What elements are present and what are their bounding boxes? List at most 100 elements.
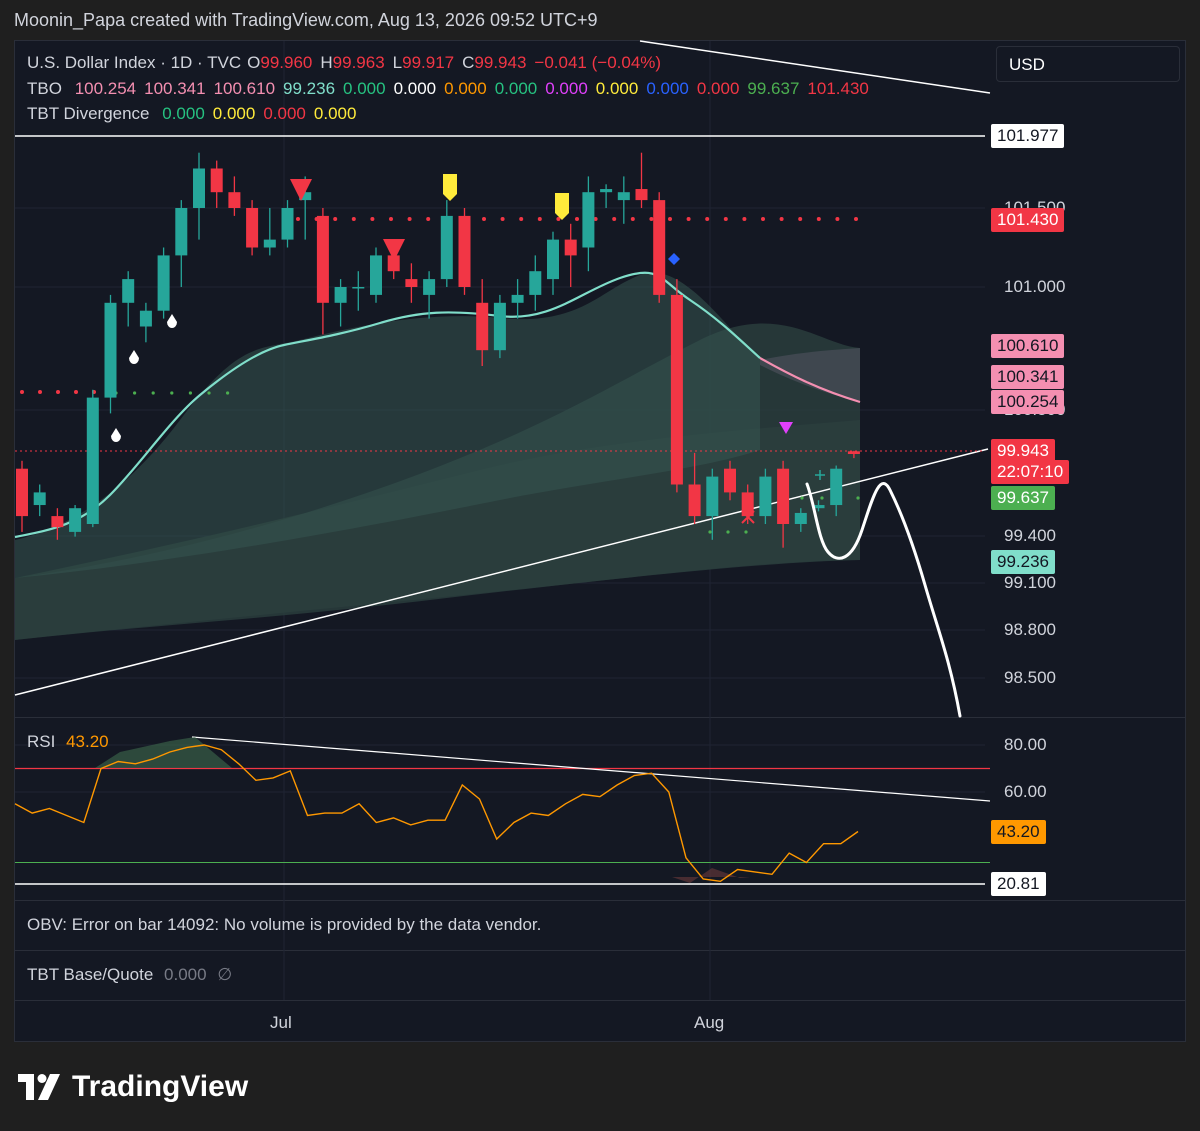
candle-body xyxy=(670,294,683,485)
resistance-dot xyxy=(779,217,784,221)
candle-body xyxy=(724,468,736,493)
divergence-value-2: 0.000 xyxy=(263,104,306,123)
pane-separator[interactable] xyxy=(15,900,1185,901)
symbol-info[interactable]: U.S. Dollar Index · 1D · TVC xyxy=(27,53,242,72)
divergence-marker-icon xyxy=(779,422,793,434)
candle-body xyxy=(812,505,825,509)
support-dot xyxy=(151,391,155,395)
candle-body xyxy=(316,215,329,303)
candle-body xyxy=(139,310,152,327)
tbo-value-13: 101.430 xyxy=(807,79,869,98)
candle-body xyxy=(51,516,64,528)
resistance-dot xyxy=(500,217,505,221)
white-signal-icon xyxy=(167,314,177,328)
candle-body xyxy=(86,397,99,524)
rsi-label[interactable]: RSI xyxy=(27,732,56,751)
tbo-value-11: 0.000 xyxy=(696,79,740,98)
resistance-dot xyxy=(686,217,691,221)
candle-body xyxy=(617,192,630,201)
price-tick-101.000: 101.000 xyxy=(1004,277,1066,296)
white-signal-icon xyxy=(111,428,121,442)
falling-trendline xyxy=(639,40,991,94)
candle-body xyxy=(794,512,807,524)
tbo-value-4: 0.000 xyxy=(343,79,386,98)
resistance-dot xyxy=(519,217,524,221)
resistance-dot xyxy=(649,217,654,221)
candle-body xyxy=(653,200,666,295)
resistance-dot xyxy=(407,217,412,221)
candle-body xyxy=(33,492,46,506)
candle-body xyxy=(741,492,754,517)
blue-diamond-icon xyxy=(668,253,680,265)
base-quote-label[interactable]: TBT Base/Quote xyxy=(27,965,154,984)
candle-body xyxy=(246,208,259,248)
candle-body xyxy=(547,239,559,280)
pane-separator[interactable] xyxy=(15,1000,1185,1001)
price-tick-99.100: 99.100 xyxy=(1004,573,1056,592)
change-value: −0.041 (−0.04%) xyxy=(534,53,662,72)
cloud-band-inner xyxy=(15,272,760,578)
resistance-dot xyxy=(74,390,78,394)
candle-body xyxy=(688,484,701,517)
tbo-value-6: 0.000 xyxy=(444,79,487,98)
low-label: L xyxy=(392,53,403,72)
support-dot xyxy=(800,496,804,500)
tbo-value-7: 0.000 xyxy=(494,79,538,98)
tbo-value-5: 0.000 xyxy=(393,79,437,98)
high-value: 99.963 xyxy=(332,53,385,72)
candle-body xyxy=(476,302,489,351)
price-tick-99.400: 99.400 xyxy=(1004,526,1056,545)
time-axis-aug: Aug xyxy=(694,1013,725,1032)
obv-error-text: OBV: Error on bar 14092: No volume is pr… xyxy=(27,915,542,934)
empty-set-icon: ∅ xyxy=(217,965,233,984)
candle-body xyxy=(175,208,188,256)
candle-body xyxy=(600,189,613,193)
currency-button[interactable]: USD xyxy=(996,46,1180,82)
price-badge-99.943: 99.943 xyxy=(991,439,1055,463)
high-label: H xyxy=(320,53,333,72)
candle-body xyxy=(228,192,241,208)
candle-body xyxy=(511,294,524,303)
price-badge-100.254: 100.254 xyxy=(991,390,1065,414)
resistance-dot xyxy=(723,217,728,221)
candle-body xyxy=(564,239,577,256)
rsi-overbought-fill xyxy=(95,737,232,768)
resistance-dot xyxy=(556,217,561,221)
resistance-dot xyxy=(835,217,840,221)
support-dot xyxy=(226,391,230,395)
price-badge-20.81: 20.81 xyxy=(991,872,1046,896)
tbo-value-12: 99.637 xyxy=(747,79,800,98)
rsi-line xyxy=(14,744,859,883)
resistance-dot xyxy=(537,217,542,221)
candle-body xyxy=(263,239,276,248)
pane-separator[interactable] xyxy=(15,717,1185,718)
tbo-value-1: 100.341 xyxy=(144,79,206,98)
low-value: 99.917 xyxy=(402,53,455,72)
yellow-signal-icon xyxy=(443,174,457,201)
divergence-label[interactable]: TBT Divergence xyxy=(27,104,150,123)
pane-separator[interactable] xyxy=(15,950,1185,951)
candle-body xyxy=(635,189,648,201)
divergence-value-1: 0.000 xyxy=(212,104,256,123)
sell-marker-icon xyxy=(383,239,405,261)
price-badge-22:07:10: 22:07:10 xyxy=(991,460,1070,484)
support-dot xyxy=(207,391,211,395)
base-quote-legend: TBT Base/Quote 0.000 ∅ xyxy=(27,965,232,985)
tbo-value-8: 0.000 xyxy=(545,79,588,98)
tbo-value-2: 100.610 xyxy=(213,79,276,98)
tbo-label[interactable]: TBO xyxy=(27,79,62,98)
resistance-dot xyxy=(296,217,300,221)
price-badge-99.637: 99.637 xyxy=(991,486,1055,510)
candle-body xyxy=(299,192,312,201)
chart-caption: Moonin_Papa created with TradingView.com… xyxy=(14,10,598,30)
rsi-tick-60.00: 60.00 xyxy=(1004,782,1047,801)
tbo-legend: TBO 100.254 100.341 100.610 99.236 0.000 0.00… xyxy=(27,79,877,99)
tbo-value-10: 0.000 xyxy=(646,79,689,98)
tbo-value-0: 100.254 xyxy=(74,79,137,98)
candle-body xyxy=(334,287,347,303)
base-quote-value: 0.000 xyxy=(164,965,207,984)
candle-body xyxy=(423,279,436,295)
candle-body xyxy=(193,168,205,208)
rsi-legend: RSI 43.20 xyxy=(27,732,109,752)
